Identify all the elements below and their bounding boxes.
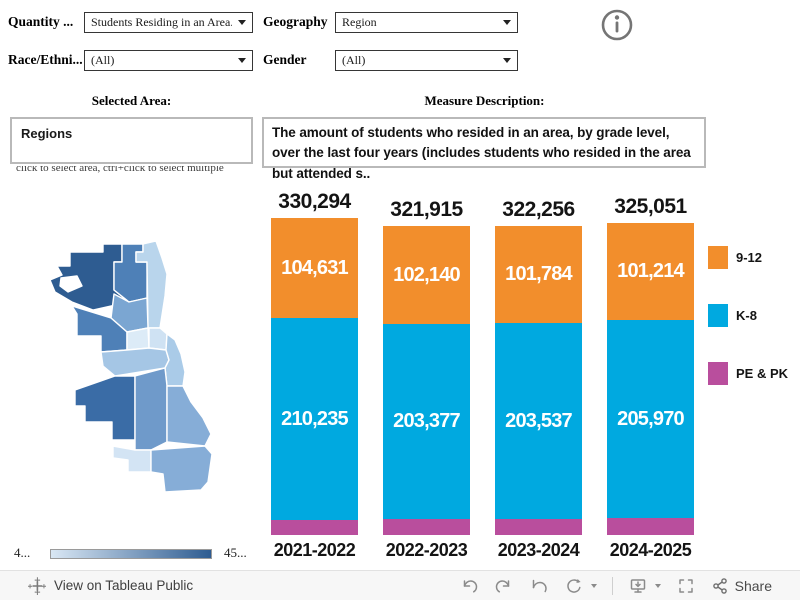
refresh-menu-caret-icon[interactable]: [590, 583, 597, 588]
download-icon[interactable]: [628, 576, 648, 596]
quantity-dropdown-value: Students Residing in an Area...: [91, 15, 232, 29]
bar-segment-value-label: 104,631: [281, 256, 348, 279]
bar-segment-9-12[interactable]: 104,631: [271, 218, 358, 319]
view-on-tableau-public-link[interactable]: View on Tableau Public: [28, 576, 194, 595]
map-hint: click to select area, ctrl+click to sele…: [16, 166, 224, 174]
chevron-down-icon: [503, 58, 511, 63]
legend-swatch: [708, 362, 728, 385]
x-axis-label: 2024-2025: [609, 540, 692, 560]
race-dropdown-value: (All): [91, 53, 115, 67]
bar-segment-k-8[interactable]: 203,537: [495, 323, 582, 519]
bar-column: 330,294 104,631 210,235 2021-2022: [271, 190, 358, 561]
map-region-southwest[interactable]: [74, 375, 136, 441]
selected-area-box: Regions: [10, 117, 253, 164]
info-icon[interactable]: [598, 6, 636, 44]
fullscreen-icon[interactable]: [676, 576, 696, 596]
tableau-toolbar: View on Tableau Public: [0, 570, 800, 600]
map-region-far-southeast[interactable]: [150, 445, 213, 493]
region-map[interactable]: [15, 190, 255, 530]
geography-dropdown[interactable]: Region: [335, 12, 518, 33]
tableau-logo-icon: [28, 576, 46, 595]
gender-filter-label: Gender: [263, 52, 307, 67]
bar-segment-value-label: 101,784: [505, 263, 572, 286]
chevron-down-icon: [503, 20, 511, 25]
selected-area-value: Regions: [21, 126, 73, 141]
geography-dropdown-value: Region: [342, 15, 377, 29]
share-icon: [712, 577, 727, 594]
map-region-southeast[interactable]: [166, 385, 212, 447]
legend-item[interactable]: 9-12: [708, 246, 788, 269]
legend-item[interactable]: PE & PK: [708, 362, 788, 385]
legend-label: PE & PK: [736, 366, 789, 381]
map-gradient-bar: [50, 549, 212, 559]
map-region-central-light[interactable]: [126, 327, 150, 351]
bar-segment-value-label: 101,214: [617, 260, 684, 283]
race-dropdown[interactable]: (All): [84, 50, 253, 71]
bar-total-label: 330,294: [278, 190, 351, 214]
map-region-central-east[interactable]: [148, 327, 168, 351]
map-region-far-northwest[interactable]: [49, 243, 130, 311]
bar-total-label: 321,915: [390, 198, 463, 222]
bar-segment-value-label: 203,537: [505, 409, 572, 432]
measure-description-text: The amount of students who resided in an…: [272, 125, 691, 181]
bar-segment-value-label: 203,377: [393, 410, 460, 433]
chart-legend: 9-12 K-8 PE & PK: [708, 246, 788, 385]
gender-dropdown[interactable]: (All): [335, 50, 518, 71]
bar-column: 325,051 101,214 205,970 2024-2025: [607, 195, 694, 561]
bar-column: 321,915 102,140 203,377 2022-2023: [383, 198, 470, 561]
color-scale-min: 4...: [14, 545, 31, 560]
gender-dropdown-value: (All): [342, 53, 366, 67]
bar-segment-pe-pk[interactable]: [495, 518, 582, 535]
bar-segment-value-label: 205,970: [617, 407, 684, 430]
bar-segment-k-8[interactable]: 205,970: [607, 320, 694, 518]
chevron-down-icon: [238, 20, 246, 25]
bar-segment-pe-pk[interactable]: [607, 517, 694, 535]
refresh-icon[interactable]: [564, 576, 584, 596]
measure-description-box: The amount of students who resided in an…: [262, 117, 706, 181]
legend-item[interactable]: K-8: [708, 304, 788, 327]
share-button[interactable]: Share: [711, 577, 772, 595]
color-scale-max: 45...: [224, 545, 247, 560]
chevron-down-icon: [238, 58, 246, 63]
selected-area-heading: Selected Area:: [91, 93, 172, 108]
geography-filter-label: Geography: [263, 14, 328, 29]
x-axis-label: 2022-2023: [385, 540, 468, 560]
bar-segment-pe-pk[interactable]: [271, 520, 358, 535]
bar-segment-9-12[interactable]: 101,784: [495, 225, 582, 324]
redo-icon[interactable]: [494, 576, 514, 596]
bar-segment-9-12[interactable]: 102,140: [383, 226, 470, 325]
undo-icon[interactable]: [459, 576, 479, 596]
bar-total-label: 322,256: [502, 197, 575, 221]
share-label: Share: [734, 577, 772, 594]
quantity-filter-label: Quantity ...: [8, 14, 74, 29]
race-filter-label: Race/Ethni...: [8, 52, 83, 67]
map-region-south-central[interactable]: [134, 367, 168, 451]
map-region-ohare-cutout: [59, 275, 83, 293]
revert-icon[interactable]: [529, 576, 549, 596]
measure-description-heading: Measure Description:: [424, 93, 545, 108]
bar-segment-k-8[interactable]: 203,377: [383, 324, 470, 520]
x-axis-label: 2023-2024: [497, 540, 580, 560]
legend-swatch: [708, 304, 728, 327]
bar-segment-pe-pk[interactable]: [383, 519, 470, 535]
view-on-tableau-public-label: View on Tableau Public: [54, 578, 194, 593]
map-region-far-south[interactable]: [112, 445, 152, 473]
bar-segment-k-8[interactable]: 210,235: [271, 318, 358, 521]
quantity-dropdown[interactable]: Students Residing in an Area...: [84, 12, 253, 33]
bar-column: 322,256 101,784 203,537 2023-2024: [495, 198, 582, 561]
bar-segment-value-label: 210,235: [281, 407, 348, 430]
legend-swatch: [708, 246, 728, 269]
bar-segment-value-label: 102,140: [393, 263, 460, 286]
download-menu-caret-icon[interactable]: [654, 583, 661, 588]
legend-label: K-8: [736, 308, 757, 323]
toolbar-separator: [611, 576, 613, 595]
bar-segment-9-12[interactable]: 101,214: [607, 223, 694, 321]
x-axis-label: 2021-2022: [273, 540, 356, 560]
legend-label: 9-12: [736, 250, 763, 265]
bar-total-label: 325,051: [614, 195, 687, 219]
chart-bars: 330,294 104,631 210,235 2021-2022 321,915 102…: [271, 190, 694, 561]
